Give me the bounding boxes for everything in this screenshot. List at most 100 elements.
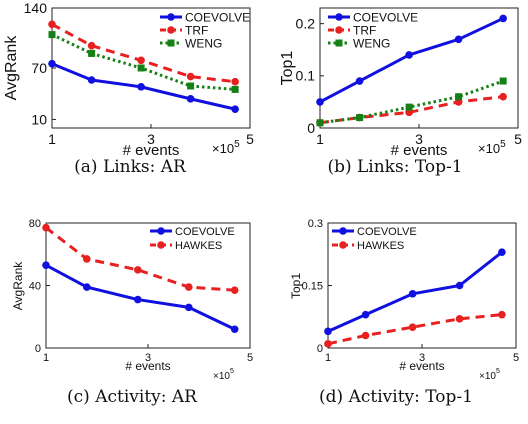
data-point-coevolve bbox=[324, 327, 332, 336]
data-point-coevolve bbox=[185, 303, 193, 312]
x-tick-label: 3 bbox=[415, 131, 423, 147]
legend-label-trf: TRF bbox=[185, 24, 208, 38]
x-tick-label: 1 bbox=[48, 131, 56, 147]
chart-panel-2: 1 3 5 0 40 80 # events AvgRank ×105 COEVOLVE HAWKE… bbox=[11, 218, 253, 407]
legend-label-hawkes: HAWKES bbox=[175, 240, 222, 252]
data-point-hawkes bbox=[455, 315, 464, 323]
x-multiplier: ×105 bbox=[212, 139, 240, 156]
data-point-coevolve bbox=[137, 83, 145, 91]
data-point-weng bbox=[231, 85, 239, 93]
x-multiplier-exponent: 5 bbox=[500, 139, 506, 150]
x-tick-label: 3 bbox=[419, 352, 425, 364]
panel-caption: (c) Activity: AR bbox=[67, 387, 198, 407]
x-multiplier-base: ×10 bbox=[479, 371, 496, 382]
data-point-weng bbox=[48, 31, 56, 39]
legend-marker bbox=[335, 13, 343, 21]
legend-marker bbox=[339, 241, 347, 249]
chart-panel-3: 1 3 500.150.3# eventsTop1×105COEVOLVEHAWKE… bbox=[289, 218, 519, 407]
data-point-coevolve bbox=[230, 325, 239, 334]
y-tick-label: 70 bbox=[31, 60, 47, 76]
legend-label-coevolve: COEVOLVE bbox=[185, 11, 250, 25]
y-tick-label: 0.1 bbox=[296, 68, 316, 84]
panel-caption: (b) Links: Top-1 bbox=[327, 157, 462, 177]
x-multiplier: ×105 bbox=[479, 368, 500, 382]
panel-caption: (a) Links: AR bbox=[74, 157, 187, 177]
legend-marker bbox=[335, 39, 343, 47]
y-axis-label: Top1 bbox=[289, 273, 303, 299]
data-point-coevolve bbox=[48, 59, 56, 68]
legend-label-weng: WENG bbox=[353, 37, 390, 51]
series-line-hawkes bbox=[45, 226, 235, 292]
data-point-hawkes bbox=[408, 323, 417, 331]
data-point-weng bbox=[88, 49, 96, 57]
data-point-trf bbox=[48, 20, 56, 29]
x-multiplier-base: ×10 bbox=[212, 141, 234, 156]
x-axis-label: # events bbox=[123, 142, 180, 159]
y-tick-label: 0 bbox=[307, 120, 315, 136]
x-tick-label: 5 bbox=[514, 131, 522, 147]
legend-label-trf: TRF bbox=[353, 24, 376, 38]
legend-marker bbox=[335, 26, 343, 34]
data-point-coevolve bbox=[87, 76, 96, 84]
x-multiplier: ×105 bbox=[478, 139, 506, 156]
y-axis-label: Top1 bbox=[279, 51, 296, 86]
x-axis-label: # events bbox=[399, 359, 444, 373]
data-point-trf bbox=[87, 41, 96, 50]
y-tick-label: 0 bbox=[35, 343, 41, 355]
data-point-weng bbox=[499, 77, 507, 85]
y-tick-label: 10 bbox=[31, 111, 47, 127]
x-tick-label: 1 bbox=[43, 352, 49, 364]
x-axis-label: # events bbox=[125, 359, 170, 373]
x-tick-label: 3 bbox=[147, 131, 155, 147]
data-point-coevolve bbox=[231, 105, 239, 113]
data-point-weng bbox=[137, 64, 145, 72]
data-point-coevolve bbox=[186, 95, 195, 103]
legend-marker bbox=[167, 26, 175, 34]
data-point-hawkes bbox=[230, 286, 239, 294]
y-tick-label: 0.2 bbox=[296, 16, 316, 32]
legend-label-coevolve: COEVOLVE bbox=[175, 226, 235, 238]
data-point-weng bbox=[187, 82, 195, 90]
data-point-weng bbox=[356, 114, 364, 122]
legend-marker bbox=[157, 227, 165, 235]
x-tick-label: 5 bbox=[246, 131, 254, 147]
y-axis-label: AvgRank bbox=[11, 261, 25, 310]
data-point-trf bbox=[499, 92, 507, 101]
y-tick-label: 40 bbox=[29, 280, 41, 292]
chart-panel-1: 1 3 500.10.2# eventsTop1×105COEVOLVETRFWEN… bbox=[279, 7, 522, 177]
data-point-hawkes bbox=[185, 283, 193, 291]
y-tick-label: 140 bbox=[24, 0, 48, 16]
series-line-trf bbox=[319, 95, 504, 125]
y-tick-label: 0.15 bbox=[302, 280, 323, 292]
data-point-coevolve bbox=[83, 283, 91, 291]
data-point-coevolve bbox=[499, 14, 507, 23]
legend-label-hawkes: HAWKES bbox=[357, 240, 404, 252]
data-point-coevolve bbox=[361, 310, 370, 319]
data-point-weng bbox=[405, 103, 413, 111]
legend-label-coevolve: COEVOLVE bbox=[357, 226, 417, 238]
data-point-coevolve bbox=[498, 248, 506, 256]
data-point-hawkes bbox=[42, 223, 50, 232]
x-multiplier-base: ×10 bbox=[478, 141, 500, 156]
x-multiplier: ×105 bbox=[213, 368, 234, 382]
data-point-coevolve bbox=[455, 281, 464, 290]
panel-caption: (d) Activity: Top-1 bbox=[319, 387, 473, 407]
legend-marker bbox=[167, 13, 175, 21]
data-point-weng bbox=[316, 119, 324, 127]
data-point-trf bbox=[186, 72, 195, 81]
data-point-trf bbox=[137, 56, 145, 65]
legend-marker bbox=[157, 241, 165, 249]
data-point-hawkes bbox=[498, 310, 506, 319]
legend-label-coevolve: COEVOLVE bbox=[353, 11, 418, 25]
x-tick-label: 3 bbox=[145, 352, 151, 364]
y-tick-label: 0 bbox=[317, 343, 323, 355]
data-point-coevolve bbox=[316, 98, 324, 106]
data-point-coevolve bbox=[134, 295, 142, 304]
y-tick-label: 80 bbox=[29, 218, 41, 230]
x-tick-label: 5 bbox=[247, 352, 253, 364]
data-point-coevolve bbox=[454, 35, 463, 44]
x-tick-label: 1 bbox=[316, 131, 324, 147]
x-tick-label: 1 bbox=[325, 352, 331, 364]
